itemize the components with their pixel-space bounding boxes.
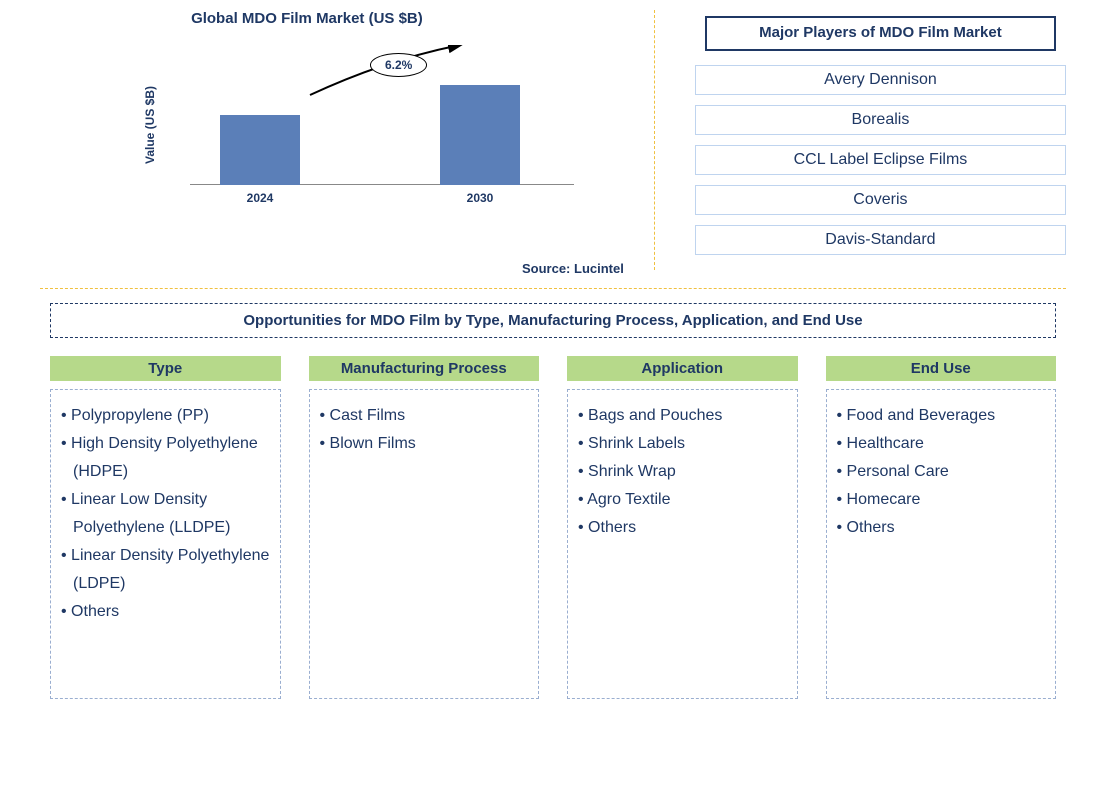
- category-manufacturing: Manufacturing Process Cast Films Blown F…: [309, 356, 540, 699]
- growth-rate-badge: 6.2%: [370, 53, 427, 77]
- category-header: Application: [567, 356, 798, 381]
- category-header: Type: [50, 356, 281, 381]
- categories-row: Type Polypropylene (PP) High Density Pol…: [40, 356, 1066, 699]
- list-item: Others: [61, 598, 270, 626]
- list-item: Shrink Wrap: [578, 458, 787, 486]
- list-item: Others: [837, 514, 1046, 542]
- list-item: Shrink Labels: [578, 430, 787, 458]
- category-type: Type Polypropylene (PP) High Density Pol…: [50, 356, 281, 699]
- category-application: Application Bags and Pouches Shrink Labe…: [567, 356, 798, 699]
- chart-title: Global MDO Film Market (US $B): [40, 10, 574, 27]
- category-body: Bags and Pouches Shrink Labels Shrink Wr…: [567, 389, 798, 699]
- category-header: End Use: [826, 356, 1057, 381]
- list-item: Others: [578, 514, 787, 542]
- list-item: Healthcare: [837, 430, 1046, 458]
- bar-label-2024: 2024: [220, 191, 300, 205]
- player-item: Coveris: [695, 185, 1066, 215]
- source-label: Source: Lucintel: [522, 261, 624, 276]
- chart-area: Global MDO Film Market (US $B) Value (US…: [40, 10, 654, 270]
- player-item: Avery Dennison: [695, 65, 1066, 95]
- growth-rate-value: 6.2%: [385, 58, 412, 72]
- horizontal-divider: [40, 288, 1066, 289]
- list-item: Cast Films: [320, 402, 529, 430]
- bar-chart: Value (US $B) 6.2% 2024 2030: [190, 45, 574, 205]
- category-body: Polypropylene (PP) High Density Polyethy…: [50, 389, 281, 699]
- player-item: CCL Label Eclipse Films: [695, 145, 1066, 175]
- category-header: Manufacturing Process: [309, 356, 540, 381]
- top-section: Global MDO Film Market (US $B) Value (US…: [40, 10, 1066, 270]
- list-item: Blown Films: [320, 430, 529, 458]
- list-item: Personal Care: [837, 458, 1046, 486]
- player-item: Davis-Standard: [695, 225, 1066, 255]
- major-players-header: Major Players of MDO Film Market: [705, 16, 1056, 51]
- list-item: Homecare: [837, 486, 1046, 514]
- y-axis-label: Value (US $B): [143, 86, 157, 164]
- opportunities-header: Opportunities for MDO Film by Type, Manu…: [50, 303, 1056, 338]
- category-body: Food and Beverages Healthcare Personal C…: [826, 389, 1057, 699]
- category-body: Cast Films Blown Films: [309, 389, 540, 699]
- list-item: Linear Density Polyethylene (LDPE): [61, 542, 270, 598]
- list-item: Agro Textile: [578, 486, 787, 514]
- major-players-panel: Major Players of MDO Film Market Avery D…: [655, 10, 1066, 270]
- bar-label-2030: 2030: [440, 191, 520, 205]
- list-item: Bags and Pouches: [578, 402, 787, 430]
- list-item: Food and Beverages: [837, 402, 1046, 430]
- category-enduse: End Use Food and Beverages Healthcare Pe…: [826, 356, 1057, 699]
- list-item: Polypropylene (PP): [61, 402, 270, 430]
- list-item: Linear Low Density Polyethylene (LLDPE): [61, 486, 270, 542]
- list-item: High Density Polyethylene (HDPE): [61, 430, 270, 486]
- player-item: Borealis: [695, 105, 1066, 135]
